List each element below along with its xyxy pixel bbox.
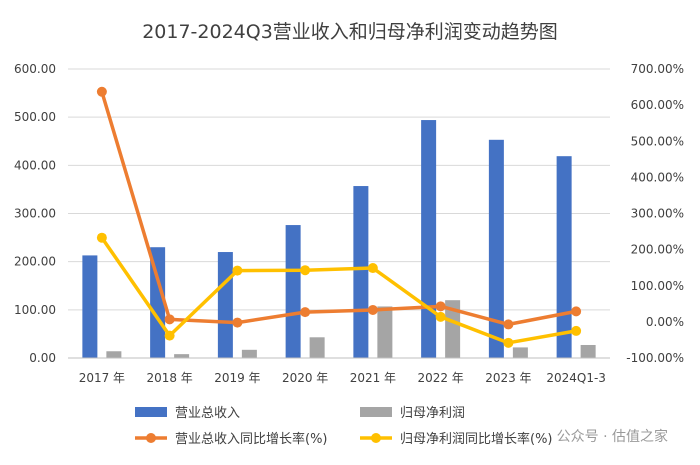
revenue-growth-point [232, 317, 243, 328]
x-tick-label: 2020 年 [282, 371, 328, 385]
revenue-growth-point [571, 306, 582, 317]
revenue-growth-point [367, 304, 378, 315]
watermark-text: 公众号 · 估值之家 [557, 428, 668, 445]
revenue-bar [421, 120, 437, 358]
revenue-growth-point [300, 307, 311, 318]
y-left-tick-label: 100.00 [14, 303, 56, 317]
legend-item-profit-growth: 归母净利润同比增长率(%) [360, 431, 553, 447]
x-tick-label: 2024Q1-3 [546, 371, 606, 385]
x-tick-label: 2022 年 [417, 371, 463, 385]
y-right-tick-label: 600.00% [631, 98, 684, 112]
legend-item-revenue-growth: 营业总收入同比增长率(%) [135, 431, 328, 447]
profit-growth-point [435, 311, 446, 322]
revenue-bar [150, 247, 166, 358]
net-profit-bar [512, 347, 528, 358]
x-tick-label: 2017 年 [79, 371, 125, 385]
y-left-tick-label: 200.00 [14, 255, 56, 269]
legend-label: 营业总收入 [175, 406, 240, 421]
net-profit-bar [174, 354, 190, 358]
y-right-tick-label: 0.00% [646, 315, 684, 329]
legend-label: 营业总收入同比增长率(%) [175, 431, 328, 447]
profit-growth-point [164, 330, 175, 341]
y-right-tick-label: -100.00% [626, 351, 684, 365]
legend-marker [146, 433, 156, 443]
net-profit-bar [106, 351, 122, 358]
legend-item-net-profit: 归母净利润 [360, 406, 465, 421]
profit-growth-point [367, 263, 378, 274]
y-right-tick-label: 500.00% [631, 134, 684, 148]
profit-growth-point [300, 265, 311, 276]
revenue-bar [82, 255, 98, 358]
y-right-tick-label: 100.00% [631, 279, 684, 293]
x-tick-label: 2023 年 [485, 371, 531, 385]
net-profit-bar [580, 344, 596, 358]
revenue-bar [353, 186, 369, 358]
line-layer [96, 86, 582, 348]
profit-growth-point [232, 265, 243, 276]
profit-growth-line [100, 236, 577, 345]
y-right-tick-label: 400.00% [631, 170, 684, 184]
legend-swatch [360, 407, 392, 417]
revenue-bar [488, 139, 504, 358]
revenue-bar [217, 252, 233, 358]
legend-swatch [135, 407, 167, 417]
revenue-growth-point [96, 86, 107, 97]
x-tick-label: 2019 年 [214, 371, 260, 385]
profit-growth-point [571, 325, 582, 336]
y-right-tick-label: 200.00% [631, 243, 684, 257]
net-profit-bar [445, 300, 461, 358]
revenue-bar [556, 156, 572, 358]
revenue-growth-point [435, 301, 446, 312]
revenue-growth-point [503, 319, 514, 330]
revenue-bar [285, 225, 301, 358]
y-left-tick-label: 0.00 [29, 351, 56, 365]
legend-label: 归母净利润 [400, 406, 465, 421]
y-left-tick-label: 400.00 [14, 158, 56, 172]
y-right-tick-label: 300.00% [631, 207, 684, 221]
legend-item-revenue: 营业总收入 [135, 406, 240, 421]
grid-layer [68, 68, 610, 359]
y-right-tick-label: 700.00% [631, 62, 684, 76]
chart-title: 2017-2024Q3营业收入和归母净利润变动趋势图 [142, 21, 558, 43]
profit-growth-point [503, 337, 514, 348]
x-tick-label: 2018 年 [146, 371, 192, 385]
net-profit-bar [309, 337, 325, 358]
y-left-tick-label: 300.00 [14, 207, 56, 221]
legend-label: 归母净利润同比增长率(%) [400, 431, 553, 447]
net-profit-bar [241, 349, 257, 358]
revenue-growth-line [100, 91, 577, 327]
net-profit-bar [377, 306, 393, 358]
y-left-tick-label: 600.00 [14, 62, 56, 76]
axis-layer: 0.00 100.00 200.00 300.00 400.00 500.00 600.00… [14, 62, 684, 385]
revenue-growth-point [164, 314, 175, 325]
y-left-tick-label: 500.00 [14, 110, 56, 124]
x-tick-label: 2021 年 [350, 371, 396, 385]
profit-growth-point [96, 232, 107, 243]
legend-marker [371, 433, 381, 443]
